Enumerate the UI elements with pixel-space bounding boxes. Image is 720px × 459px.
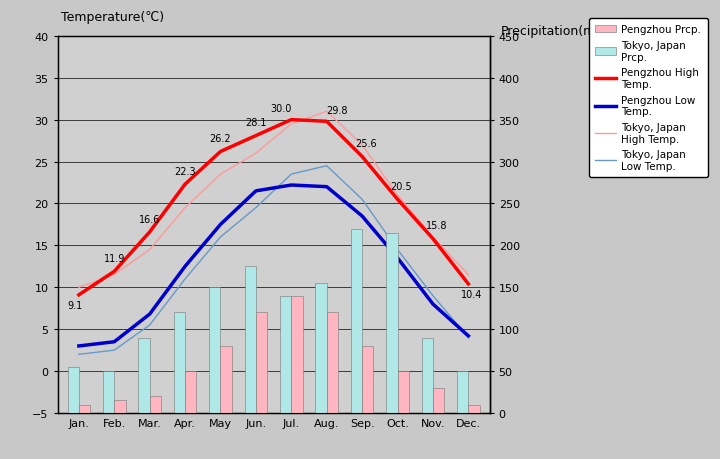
Bar xyxy=(150,397,161,413)
Bar xyxy=(351,229,362,413)
Text: 16.6: 16.6 xyxy=(139,214,161,224)
Bar xyxy=(292,296,302,413)
Text: Precipitation(mm): Precipitation(mm) xyxy=(500,25,613,38)
Text: 29.8: 29.8 xyxy=(327,106,348,115)
Bar xyxy=(280,296,292,413)
Bar xyxy=(362,346,374,413)
Bar xyxy=(422,338,433,413)
Bar xyxy=(468,405,480,413)
Bar xyxy=(68,367,79,413)
Bar xyxy=(185,371,197,413)
Bar xyxy=(174,313,185,413)
Text: 20.5: 20.5 xyxy=(390,181,412,191)
Bar xyxy=(245,267,256,413)
Bar xyxy=(457,371,468,413)
Bar xyxy=(209,288,220,413)
Bar xyxy=(220,346,232,413)
Bar xyxy=(433,388,444,413)
Legend: Pengzhou Prcp., Tokyo, Japan
Prcp., Pengzhou High
Temp., Pengzhou Low
Temp., Tok: Pengzhou Prcp., Tokyo, Japan Prcp., Peng… xyxy=(589,19,708,178)
Bar xyxy=(327,313,338,413)
Bar xyxy=(315,284,327,413)
Text: 25.6: 25.6 xyxy=(355,139,377,149)
Bar xyxy=(138,338,150,413)
Text: 9.1: 9.1 xyxy=(68,300,83,310)
Text: 30.0: 30.0 xyxy=(270,104,292,114)
Text: 26.2: 26.2 xyxy=(210,134,231,144)
Text: 11.9: 11.9 xyxy=(104,253,125,263)
Bar xyxy=(103,371,114,413)
Text: 10.4: 10.4 xyxy=(462,289,482,299)
Text: Temperature(℃): Temperature(℃) xyxy=(61,11,164,24)
Bar xyxy=(386,233,397,413)
Bar xyxy=(256,313,267,413)
Bar xyxy=(397,371,409,413)
Text: 15.8: 15.8 xyxy=(426,221,447,231)
Text: 22.3: 22.3 xyxy=(174,167,196,176)
Bar xyxy=(79,405,90,413)
Bar xyxy=(114,401,125,413)
Text: 28.1: 28.1 xyxy=(245,118,266,128)
